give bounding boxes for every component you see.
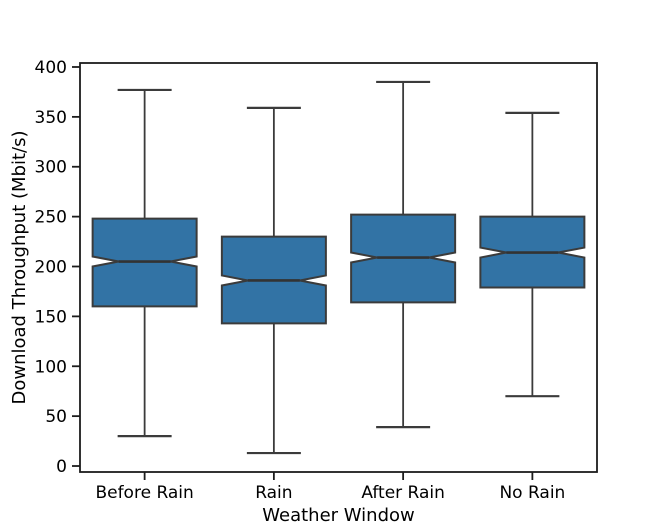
x-tick-label-no-rain: No Rain <box>499 483 565 503</box>
x-tick-label-rain: Rain <box>255 483 292 503</box>
y-tick-label: 300 <box>35 158 67 178</box>
y-tick-label: 150 <box>35 307 67 327</box>
y-tick-label: 50 <box>45 407 67 427</box>
x-tick-label-before-rain: Before Rain <box>95 483 193 503</box>
x-axis-title: Weather Window <box>262 505 414 526</box>
y-tick-label: 250 <box>35 208 67 228</box>
y-tick-label: 0 <box>56 457 67 477</box>
y-tick-label: 100 <box>35 357 67 377</box>
y-tick-label: 400 <box>35 58 67 78</box>
y-tick-label: 350 <box>35 108 67 128</box>
y-axis-title: Download Throughput (Mbit/s) <box>9 131 30 405</box>
axes-spines <box>79 62 598 473</box>
x-tick-label-after-rain: After Rain <box>361 483 445 503</box>
y-tick-label: 200 <box>35 258 67 278</box>
